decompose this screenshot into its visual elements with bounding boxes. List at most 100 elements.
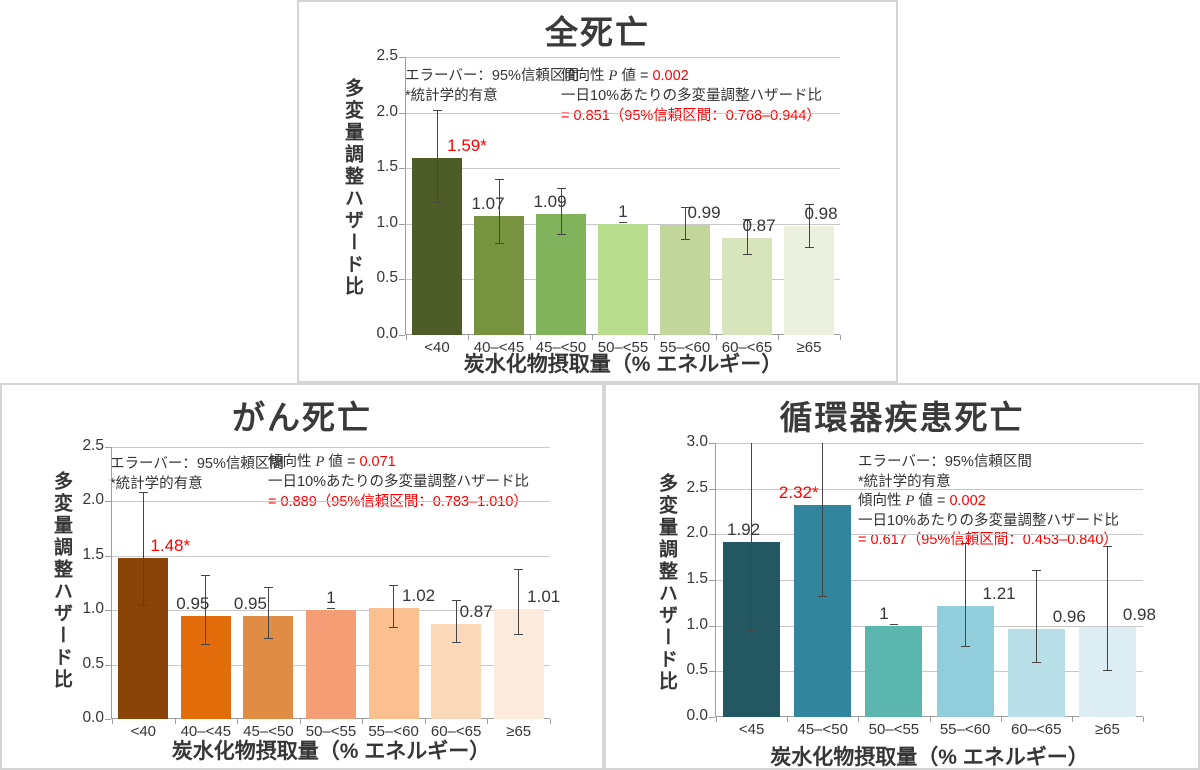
error-bar-cap: [742, 219, 752, 221]
error-bar-cap: [263, 587, 273, 589]
value-label: 1.09: [533, 191, 567, 211]
x-tick-mark: [362, 719, 364, 724]
category-label: 40–<45: [473, 339, 525, 356]
x-tick-mark: [840, 335, 841, 340]
category-label: 55–<60: [368, 723, 419, 740]
x-tick-mark: [716, 335, 717, 340]
x-tick-mark: [237, 719, 239, 724]
error-bar-cap: [201, 643, 211, 645]
x-tick-mark: [1071, 717, 1073, 722]
error-bar-cap: [494, 242, 504, 244]
y-axis-title: 多変量調整ハザード比: [656, 473, 677, 693]
y-tick-label: 0.5: [82, 654, 104, 672]
error-bar-cap: [960, 543, 970, 545]
y-tick-label: 2.5: [686, 478, 708, 496]
y-tick-label: 1.0: [686, 615, 708, 633]
category-label: 50–<55: [305, 723, 357, 740]
x-tick-mark: [299, 719, 301, 724]
error-bar-cap: [804, 247, 814, 249]
value-label: 0.99: [687, 202, 721, 222]
category-label: 45–<50: [535, 339, 587, 356]
chart-title-cancer: がん死亡: [232, 399, 372, 436]
x-tick-mark: [424, 719, 426, 724]
value-label: 1.07: [471, 194, 505, 214]
panel-all-cause-mortality: 全死亡 多変量調整ハザード比 エラーバー：95%信頼区間 *統計学的有意 傾向性…: [297, 0, 898, 383]
error-bar-cap: [514, 634, 524, 636]
p-value: 0.002: [652, 68, 689, 84]
error-bar-cap: [619, 221, 627, 223]
y-tick-mark: [709, 488, 715, 490]
note-error-bar-line: エラーバー：95%信頼区間: [110, 456, 284, 472]
hazard-ratio-result: = 0.617（95%信頼区間：0.453–0.840）: [858, 532, 1118, 548]
category-label: 50–<55: [868, 721, 920, 738]
value-label: 0.87: [742, 216, 776, 236]
y-tick-mark: [105, 447, 111, 448]
value-label: 2.32*: [778, 483, 819, 503]
error-bar: [1035, 569, 1037, 663]
x-tick-mark: [468, 335, 469, 340]
error-bar-cap: [451, 600, 461, 602]
y-tick-label: 2.0: [376, 102, 398, 120]
error-bar: [684, 207, 686, 240]
error-bar-cap: [1031, 662, 1041, 664]
error-bar-cap: [1031, 569, 1041, 571]
value-label: 1.48*: [150, 535, 191, 555]
category-label: 45–<50: [797, 721, 848, 738]
bar: [305, 610, 356, 719]
per10-line: 一日10%あたりの多変量調整ハザード比: [561, 88, 823, 104]
value-label: 1.21: [982, 584, 1016, 604]
gridline: [716, 488, 1143, 490]
x-tick-mark: [778, 335, 779, 340]
x-tick-mark: [1143, 717, 1145, 722]
error-bar: [205, 575, 207, 644]
y-axis-line: [715, 443, 716, 717]
category-label: <45: [738, 721, 765, 738]
x-tick-mark: [716, 717, 717, 722]
error-bar: [751, 443, 753, 631]
y-tick-mark: [105, 501, 111, 503]
plot-area-cardiovascular: 0.0 0.5 1.0 1.5 2.0 2.5 3.0 1.92 2.32* 1 1.21 0.96 0…: [686, 433, 1156, 738]
note-error-bar-legend: エラーバー：95%信頼区間 *統計学的有意: [405, 66, 579, 106]
y-tick-label: 0.0: [376, 325, 398, 342]
error-bar-cap: [389, 626, 399, 628]
error-bar-cap: [556, 233, 566, 235]
x-tick-mark: [654, 335, 655, 340]
x-tick-mark: [1000, 717, 1002, 722]
y-tick-mark: [105, 555, 111, 557]
note-error-bar-line: エラーバー：95%信頼区間: [858, 454, 1032, 470]
y-tick-mark: [399, 168, 405, 170]
value-label: 0.98: [804, 204, 838, 224]
plot-area-all-cause: 0.0 0.5 1.0 1.5 2.0 2.5 1.59* 1.07 1.09 1 0.99 0.87…: [376, 47, 841, 356]
gridline: [716, 534, 1143, 536]
note-error-bar-legend: エラーバー：95%信頼区間 *統計学的有意: [110, 454, 284, 494]
error-bar-cap: [742, 253, 752, 255]
x-tick-mark: [530, 335, 531, 340]
note-significance-line: *統計学的有意: [405, 88, 498, 104]
category-label: ≥65: [506, 723, 532, 740]
value-label: 0.96: [1052, 607, 1086, 627]
error-bar-cap: [680, 207, 690, 209]
error-bar: [964, 543, 966, 646]
x-tick-mark: [592, 335, 593, 340]
gridline: [406, 112, 840, 114]
error-bar-cap: [451, 641, 461, 643]
error-bar-cap: [432, 110, 442, 112]
error-bar: [1106, 546, 1108, 670]
category-label: 60–<65: [1011, 721, 1062, 738]
x-tick-mark: [406, 335, 407, 340]
error-bar-cap: [494, 179, 504, 181]
category-label: 55–<60: [939, 721, 991, 738]
y-tick-mark: [105, 719, 111, 720]
y-tick-label: 0.0: [686, 707, 708, 724]
x-tick-mark: [549, 719, 551, 724]
panel-cardiovascular-mortality: 循環器疾患死亡 多変量調整ハザード比 エラーバー：95%信頼区間 *統計学的有意…: [604, 383, 1200, 770]
value-label: 1: [326, 588, 336, 608]
x-tick-mark: [174, 719, 176, 724]
value-label: 0.98: [1122, 605, 1156, 625]
gridline: [716, 443, 1143, 444]
trend-p-line: 傾向性 P 値 = 0.071: [268, 454, 396, 470]
value-label: 0.95: [176, 593, 210, 613]
y-tick-mark: [709, 625, 715, 627]
y-tick-mark: [105, 610, 111, 612]
